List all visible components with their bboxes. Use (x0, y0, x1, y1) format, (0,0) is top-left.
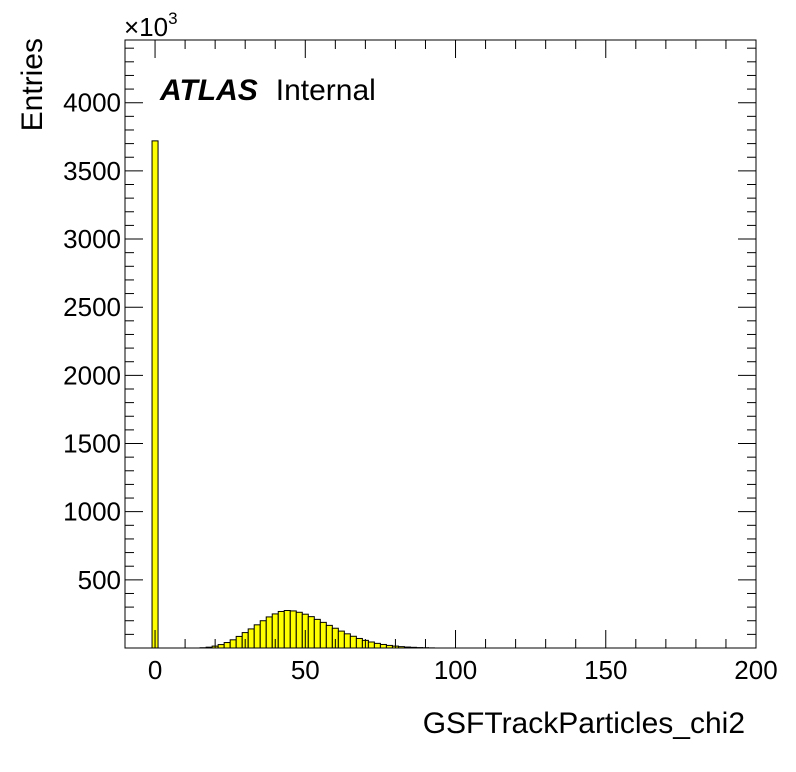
histogram-bar (337, 630, 345, 649)
y-axis-label: Entries (16, 38, 49, 131)
histogram-bar (235, 635, 243, 649)
histogram-bar (259, 620, 267, 649)
atlas-brand: ATLAS (159, 74, 258, 107)
y-tick-label: 500 (78, 565, 121, 595)
histogram-bar (325, 624, 333, 649)
y-tick-label: 4000 (63, 88, 121, 118)
histogram-bar (223, 642, 231, 649)
axis-ticks (124, 40, 757, 649)
y-tick-label: 1000 (63, 497, 121, 527)
x-axis-label: GSFTrackParticles_chi2 (423, 707, 745, 740)
y-axis-multiplier: ×103 (124, 9, 178, 42)
histogram-bar (319, 621, 327, 649)
histogram-bar (379, 643, 387, 649)
histogram-bar (355, 637, 363, 649)
y-tick-label: 3500 (63, 156, 121, 186)
y-tick-label: 2000 (63, 360, 121, 390)
histogram-bar (373, 642, 381, 649)
y-axis-multiplier-power: 3 (168, 9, 177, 28)
y-tick-label: 2500 (63, 292, 121, 322)
histogram-bar (283, 610, 291, 649)
histogram-bar (343, 633, 351, 649)
histogram-bar (313, 618, 321, 649)
x-tick-label: 100 (434, 655, 477, 685)
tick-labels: 0 50 100 150 200 500 1000 1500 2000 2500 3000 3500 4… (63, 88, 778, 685)
x-tick-label: 150 (584, 655, 627, 685)
histogram-bar (217, 644, 225, 649)
y-axis-multiplier-base: ×10 (124, 12, 168, 42)
histogram-bar (247, 628, 255, 649)
x-tick-label: 0 (148, 655, 162, 685)
histogram-bars (151, 140, 435, 649)
histogram-bar (349, 635, 357, 649)
histogram-bar (265, 616, 273, 649)
histogram-bar (229, 639, 237, 649)
histogram-bar (277, 610, 285, 649)
histogram-bar (295, 611, 303, 649)
histogram-bar (367, 641, 375, 649)
x-tick-label: 200 (734, 655, 777, 685)
y-tick-label: 1500 (63, 429, 121, 459)
histogram-bar (151, 140, 159, 649)
histogram-bar (253, 624, 261, 649)
atlas-status: Internal (276, 74, 376, 107)
y-tick-label: 3000 (63, 224, 121, 254)
x-tick-label: 50 (291, 655, 320, 685)
histogram-bar (307, 616, 315, 649)
histogram-bar (289, 610, 297, 649)
plot-frame (124, 39, 757, 649)
atlas-label: ATLAS Internal (159, 74, 376, 107)
